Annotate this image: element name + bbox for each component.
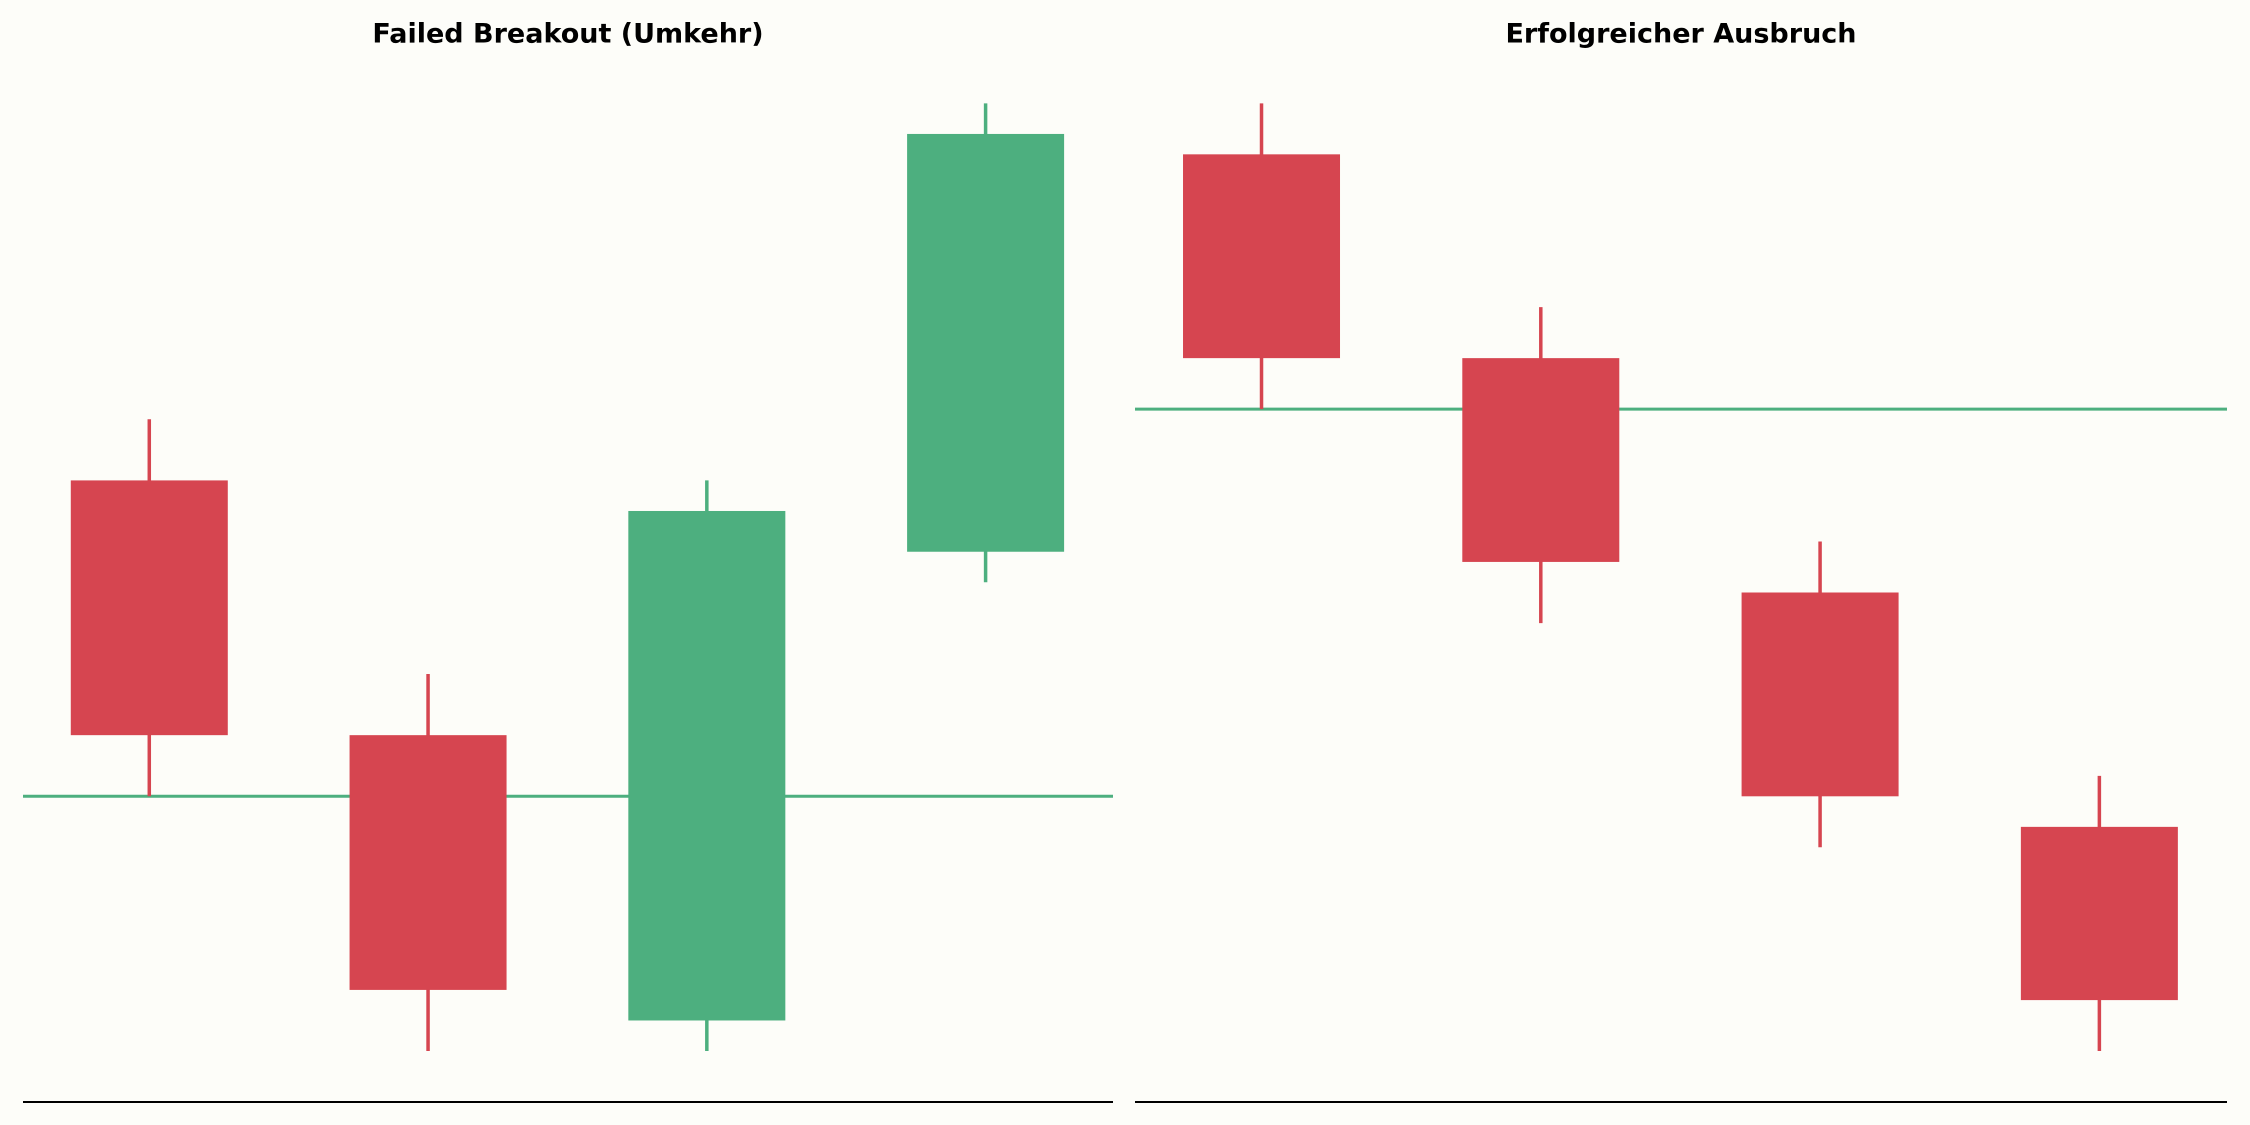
candle-body <box>2020 826 2178 1001</box>
candle-body <box>1462 358 1620 562</box>
chart-title: Erfolgreicher Ausbruch <box>1505 19 1856 50</box>
candle-body <box>628 510 786 1021</box>
candle-body <box>1183 154 1341 359</box>
candle-body <box>349 735 507 990</box>
candle-body <box>907 133 1065 552</box>
chart-title: Failed Breakout (Umkehr) <box>372 19 763 50</box>
candle-body <box>70 480 228 736</box>
candle-body <box>1741 592 1899 797</box>
